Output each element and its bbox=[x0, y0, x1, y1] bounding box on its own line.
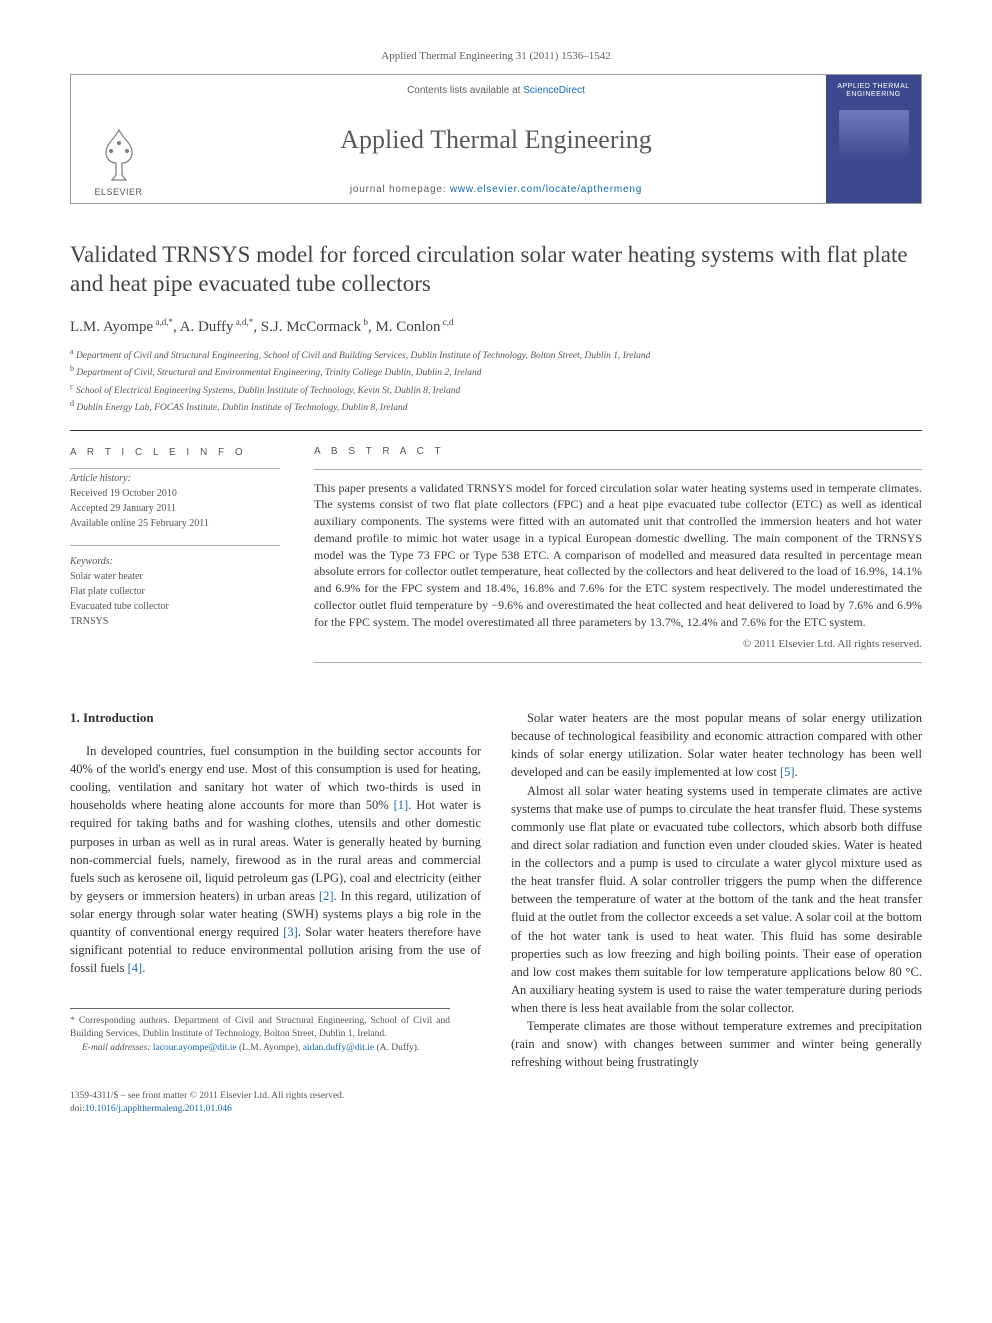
paragraph: Solar water heaters are the most popular… bbox=[511, 709, 922, 782]
section-heading: 1. Introduction bbox=[70, 709, 481, 728]
history-item: Available online 25 February 2011 bbox=[70, 516, 280, 531]
body-two-column: 1. Introduction In developed countries, … bbox=[70, 709, 922, 1072]
author-email-link[interactable]: aidan.duffy@dit.ie bbox=[303, 1043, 374, 1053]
info-abstract-row: A R T I C L E I N F O Article history: R… bbox=[70, 431, 922, 664]
journal-homepage-line: journal homepage: www.elsevier.com/locat… bbox=[166, 184, 826, 195]
banner-center: Contents lists available at ScienceDirec… bbox=[166, 75, 826, 203]
doi-line: doi:10.1016/j.applthermaleng.2011.01.046 bbox=[70, 1103, 922, 1116]
article-info-column: A R T I C L E I N F O Article history: R… bbox=[70, 431, 280, 664]
doi-link[interactable]: 10.1016/j.applthermaleng.2011.01.046 bbox=[85, 1104, 232, 1114]
abstract-text: This paper presents a validated TRNSYS m… bbox=[314, 480, 922, 631]
email-label: E-mail addresses: bbox=[82, 1043, 151, 1053]
keywords-block: Keywords: Solar water heater Flat plate … bbox=[70, 554, 280, 629]
email-who: (L.M. Ayompe), bbox=[237, 1043, 303, 1053]
history-item: Received 19 October 2010 bbox=[70, 486, 280, 501]
affiliations: a Department of Civil and Structural Eng… bbox=[70, 346, 922, 416]
paragraph: Almost all solar water heating systems u… bbox=[511, 782, 922, 1018]
corresponding-author-note: * Corresponding authors. Department of C… bbox=[70, 1015, 450, 1043]
front-matter-line: 1359-4311/$ – see front matter © 2011 El… bbox=[70, 1090, 922, 1103]
divider bbox=[314, 469, 922, 470]
keyword: Evacuated tube collector bbox=[70, 599, 280, 614]
contents-available-line: Contents lists available at ScienceDirec… bbox=[166, 85, 826, 96]
homepage-prefix: journal homepage: bbox=[350, 184, 450, 195]
journal-name: Applied Thermal Engineering bbox=[166, 125, 826, 155]
article-history-block: Article history: Received 19 October 201… bbox=[70, 471, 280, 531]
keyword: TRNSYS bbox=[70, 614, 280, 629]
divider bbox=[314, 662, 922, 663]
body-column-right: Solar water heaters are the most popular… bbox=[511, 709, 922, 1072]
journal-banner: ELSEVIER Contents lists available at Sci… bbox=[70, 74, 922, 204]
keyword: Solar water heater bbox=[70, 569, 280, 584]
journal-cover-thumb: APPLIED THERMAL ENGINEERING bbox=[826, 75, 921, 203]
running-citation: Applied Thermal Engineering 31 (2011) 15… bbox=[70, 50, 922, 62]
email-who: (A. Duffy). bbox=[374, 1043, 419, 1053]
contents-prefix: Contents lists available at bbox=[407, 85, 523, 96]
sciencedirect-link[interactable]: ScienceDirect bbox=[523, 85, 585, 96]
article-info-heading: A R T I C L E I N F O bbox=[70, 445, 280, 460]
publisher-logo-block: ELSEVIER bbox=[71, 75, 166, 203]
homepage-link[interactable]: www.elsevier.com/locate/apthermeng bbox=[450, 184, 642, 195]
divider bbox=[70, 545, 280, 546]
abstract-copyright: © 2011 Elsevier Ltd. All rights reserved… bbox=[314, 637, 922, 652]
paragraph: In developed countries, fuel consumption… bbox=[70, 742, 481, 978]
page-container: Applied Thermal Engineering 31 (2011) 15… bbox=[0, 0, 992, 1156]
history-item: Accepted 29 January 2011 bbox=[70, 501, 280, 516]
abstract-heading: A B S T R A C T bbox=[314, 445, 922, 459]
cover-title: APPLIED THERMAL ENGINEERING bbox=[826, 83, 921, 100]
divider bbox=[70, 468, 280, 469]
elsevier-tree-icon bbox=[94, 125, 144, 185]
keyword: Flat plate collector bbox=[70, 584, 280, 599]
footnotes: * Corresponding authors. Department of C… bbox=[70, 1008, 450, 1056]
paragraph: Temperate climates are those without tem… bbox=[511, 1017, 922, 1071]
doi-label: doi: bbox=[70, 1104, 85, 1114]
history-label: Article history: bbox=[70, 471, 280, 486]
keywords-label: Keywords: bbox=[70, 554, 280, 569]
footer: 1359-4311/$ – see front matter © 2011 El… bbox=[70, 1090, 922, 1117]
cover-art-icon bbox=[839, 110, 909, 160]
body-column-left: 1. Introduction In developed countries, … bbox=[70, 709, 481, 1072]
author-email-link[interactable]: lacour.ayompe@dit.ie bbox=[153, 1043, 237, 1053]
author-list: L.M. Ayompe a,d,*, A. Duffy a,d,*, S.J. … bbox=[70, 317, 922, 336]
publisher-name: ELSEVIER bbox=[94, 187, 142, 197]
article-title: Validated TRNSYS model for forced circul… bbox=[70, 240, 922, 299]
email-line: E-mail addresses: lacour.ayompe@dit.ie (… bbox=[70, 1042, 450, 1056]
abstract-column: A B S T R A C T This paper presents a va… bbox=[314, 431, 922, 664]
